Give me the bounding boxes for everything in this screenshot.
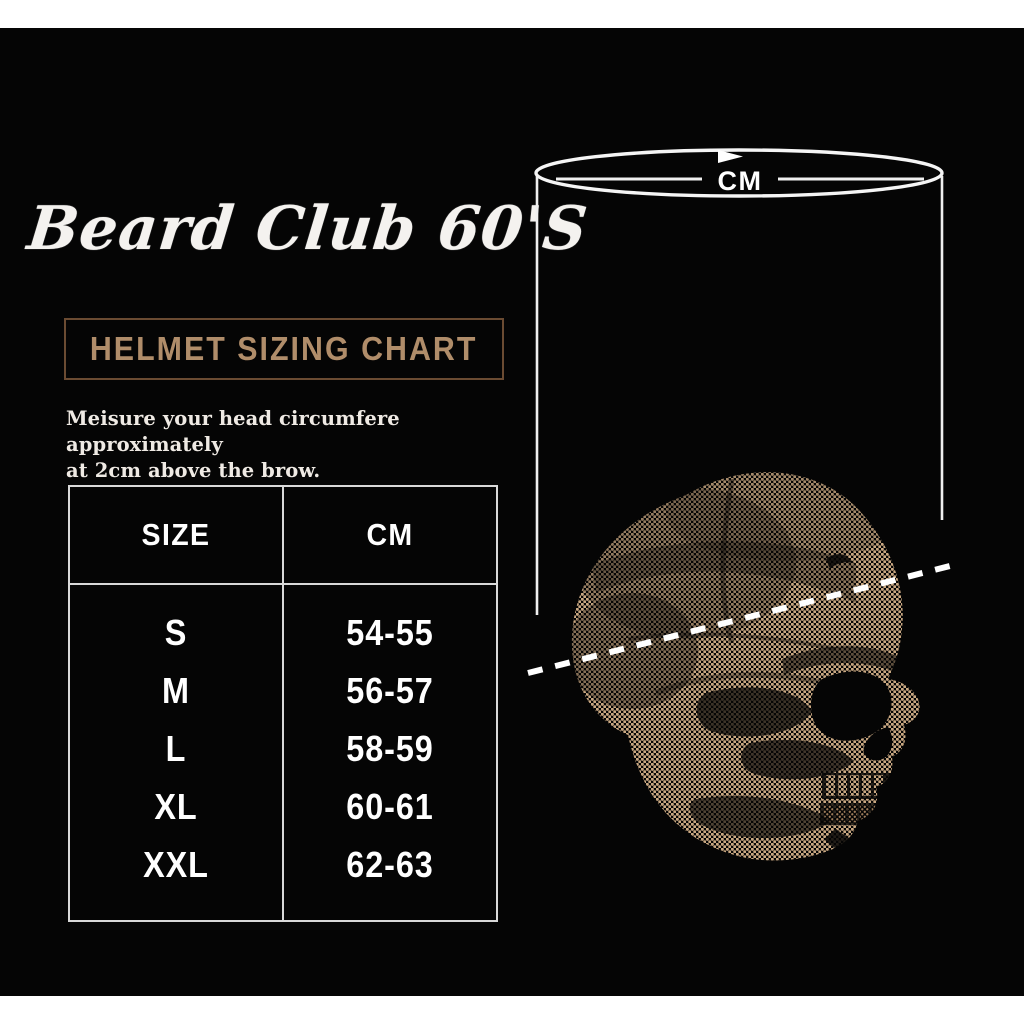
brand-logo-text: Beard Club 60'S <box>24 194 592 264</box>
cell-cm: 60-61 <box>282 777 498 836</box>
table-row: S 54-55 <box>68 584 498 662</box>
table-body: S 54-55 M 56-57 L 58-59 XL 60-61 XXL 6 <box>68 584 498 922</box>
skull-shading <box>571 472 906 709</box>
table-row: XL 60-61 <box>68 777 498 836</box>
arrowhead-right-icon <box>718 150 743 163</box>
skull-brow-ridge <box>782 646 902 675</box>
column-header-size-label: SIZE <box>141 517 211 552</box>
table-header-row: SIZE CM <box>69 485 497 585</box>
skull-parietal-notch <box>826 554 852 569</box>
column-header-size: SIZE <box>76 485 276 585</box>
head-circumference-diagram: CM <box>527 148 951 676</box>
skull-temporal-fossa <box>696 687 812 737</box>
sizing-chart-title-box: HELMET SIZING CHART <box>64 318 504 380</box>
measuring-instructions: Meisure your head circumfere approximate… <box>66 406 518 484</box>
table-row: M 56-57 <box>68 661 498 720</box>
cell-cm-value: 56-57 <box>346 669 434 711</box>
table-row: XXL 62-63 <box>68 835 498 922</box>
brand-logo: Beard Club 60'S <box>24 183 591 275</box>
cell-cm-value: 54-55 <box>346 611 434 653</box>
skull-chin-mark <box>824 829 850 849</box>
skull-cheek-hollow <box>741 739 854 780</box>
column-header-cm: CM <box>290 485 490 585</box>
cell-size: XXL <box>68 835 284 922</box>
cell-size-value: S <box>164 611 188 653</box>
cell-cm: 58-59 <box>282 719 498 778</box>
cell-size: M <box>68 661 284 720</box>
skull-mandible-shadow <box>689 795 832 839</box>
cell-cm: 62-63 <box>282 835 498 922</box>
poster-canvas: Beard Club 60'S HELMET SIZING CHART Meis… <box>0 28 1024 996</box>
cell-cm: 54-55 <box>282 584 498 662</box>
cell-size: L <box>68 719 284 778</box>
cell-size-value: M <box>162 669 190 711</box>
skull-profile-icon <box>571 472 920 861</box>
cell-size-value: L <box>165 727 187 769</box>
measuring-instructions-line-2: at 2cm above the brow. <box>66 459 321 482</box>
cell-cm: 56-57 <box>282 661 498 720</box>
table-row: L 58-59 <box>68 719 498 778</box>
dashed-measurement-line <box>527 563 951 676</box>
cell-cm-value: 60-61 <box>346 785 434 827</box>
helmet-size-table: SIZE CM S 54-55 M 56-57 L 5 <box>68 485 498 922</box>
circumference-ellipse-loop-icon <box>534 148 944 198</box>
cell-cm-value: 62-63 <box>346 844 434 886</box>
cell-size: XL <box>68 777 284 836</box>
sizing-chart-title: HELMET SIZING CHART <box>90 330 478 367</box>
cell-size-value: XL <box>154 785 198 827</box>
measuring-instructions-line-1: Meisure your head circumfere approximate… <box>66 407 400 456</box>
column-header-cm-label: CM <box>366 517 414 552</box>
cell-cm-value: 58-59 <box>346 727 434 769</box>
cell-size-value: XXL <box>143 844 209 886</box>
skull-nasal-cavity <box>863 727 893 761</box>
table-header: SIZE CM <box>69 485 497 585</box>
cm-unit-label: CM <box>718 166 763 196</box>
skull-upper-teeth <box>822 773 890 799</box>
skull-eye-socket <box>811 671 892 741</box>
cell-size: S <box>68 584 284 662</box>
